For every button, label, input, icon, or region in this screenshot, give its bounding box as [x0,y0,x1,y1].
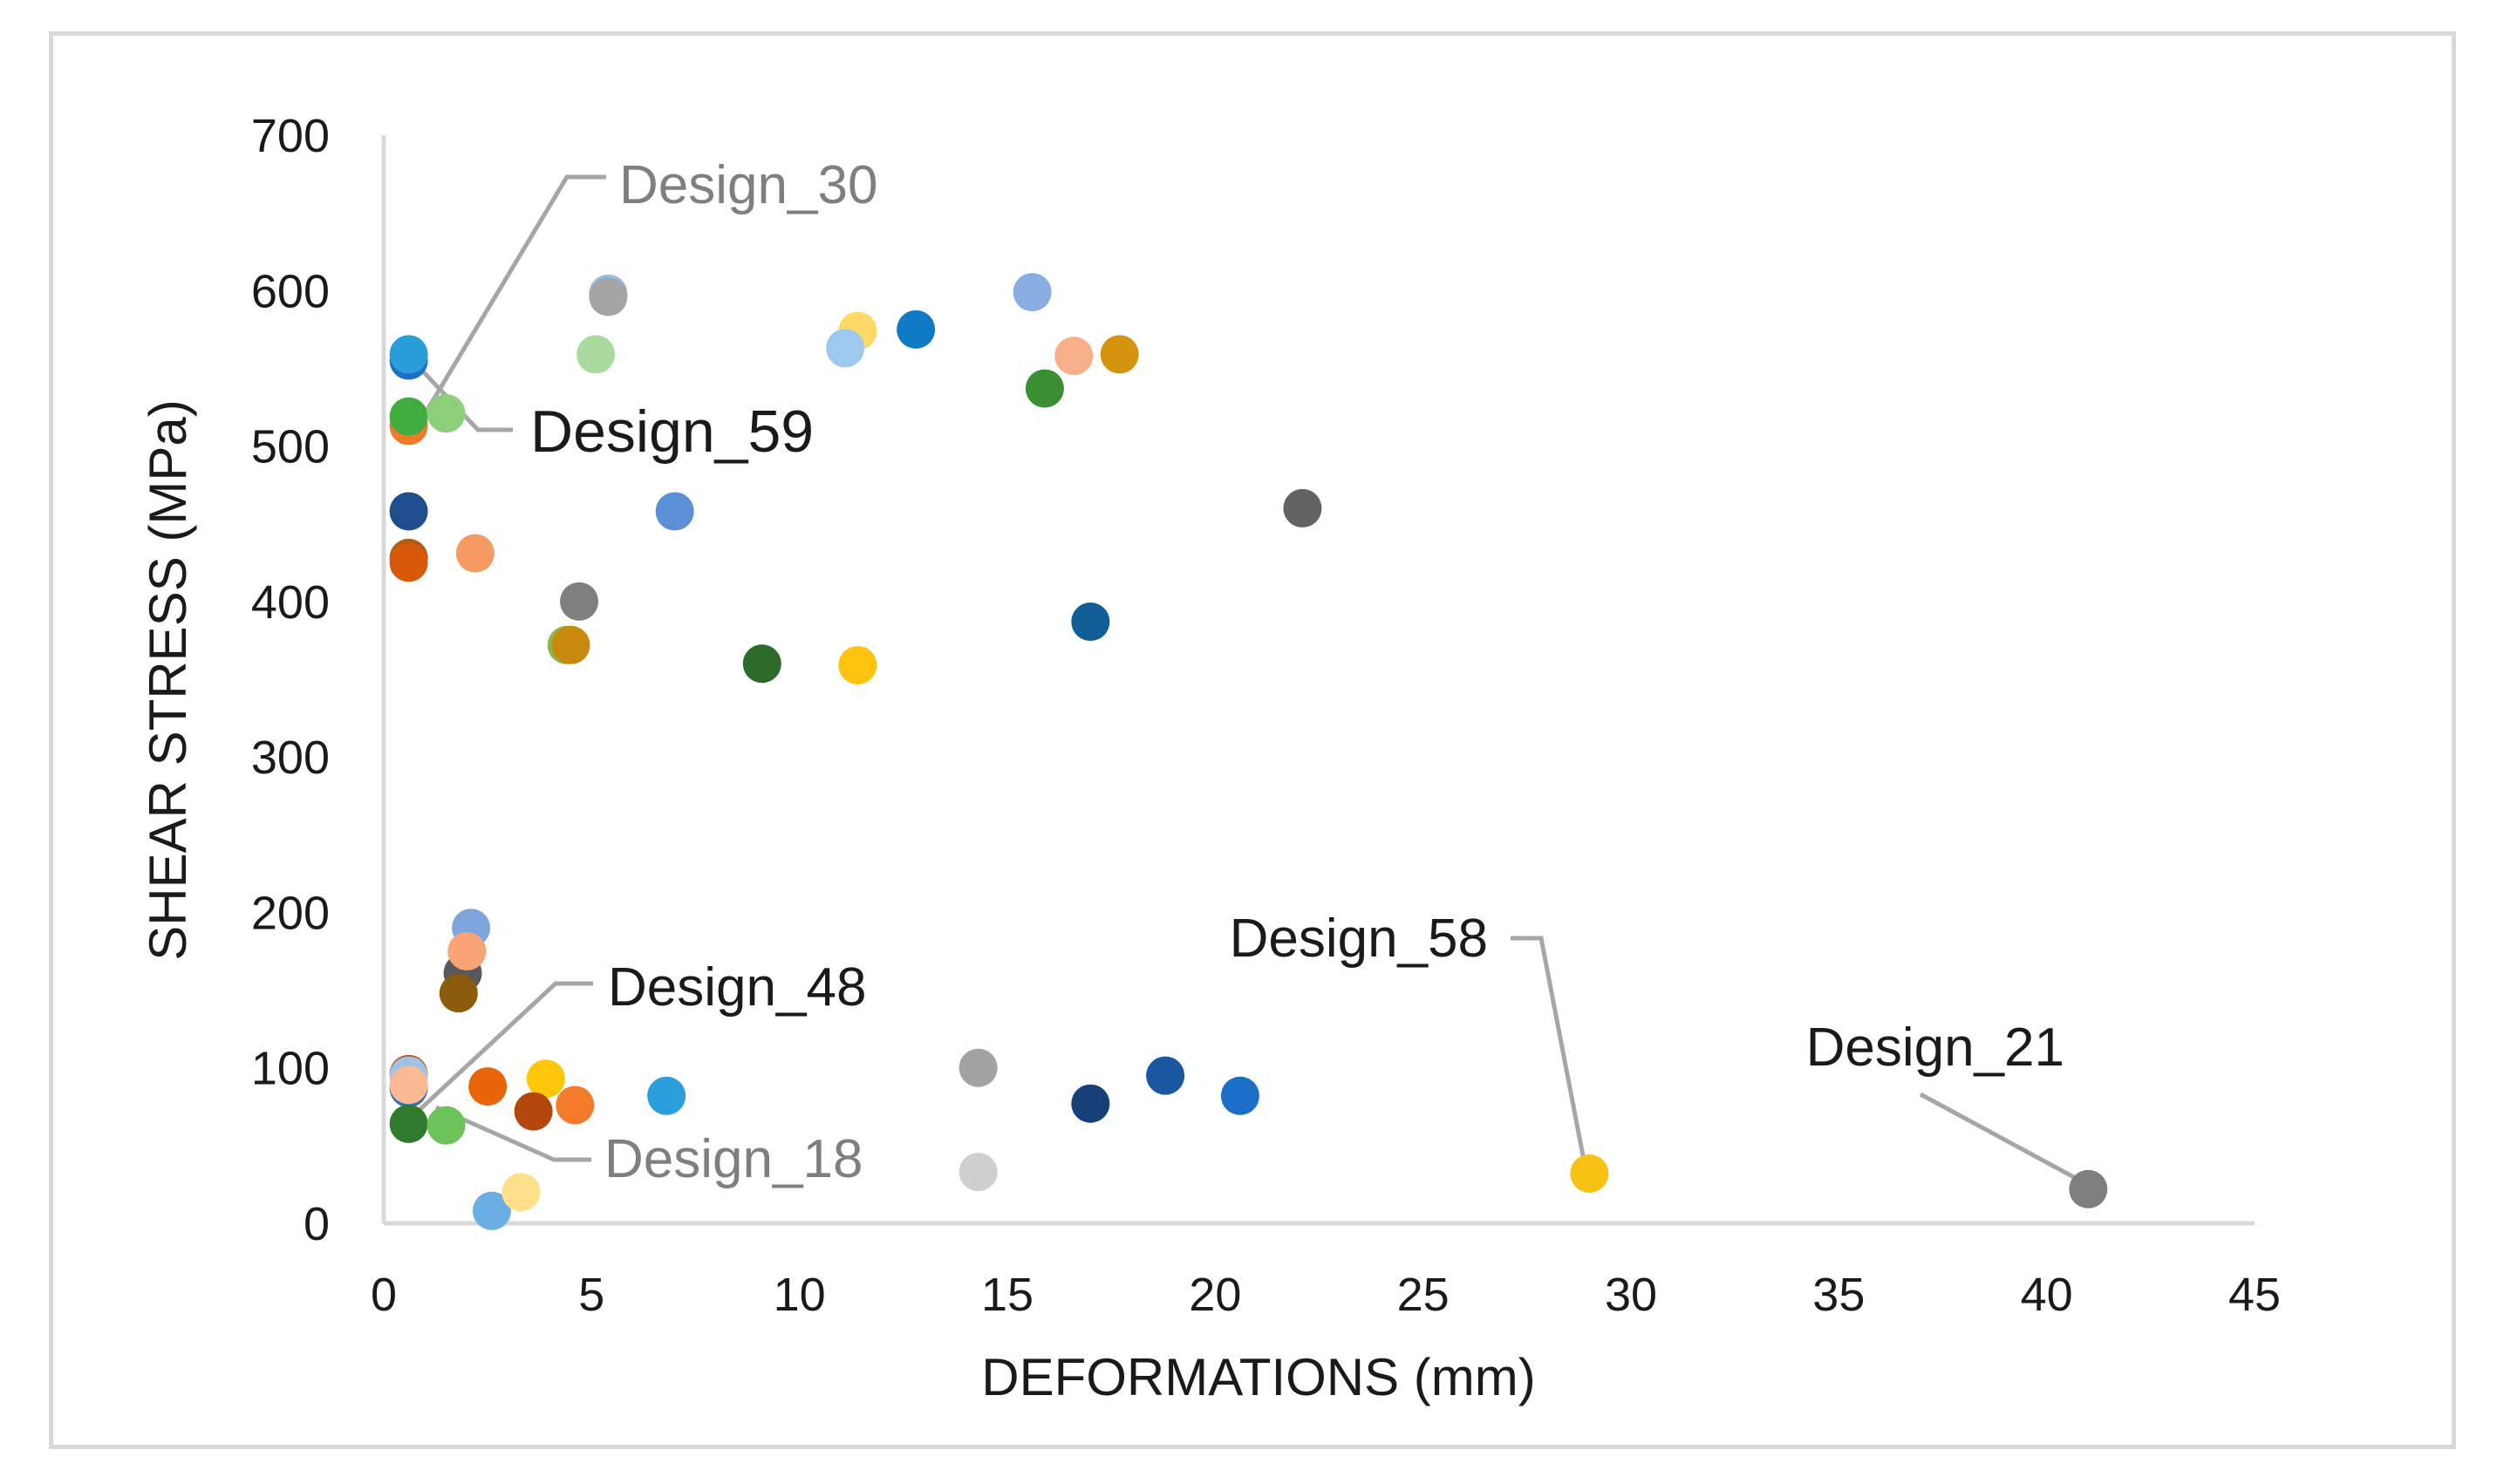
annotation-label: Design_59 [530,398,814,465]
data-point [576,335,616,374]
data-point [1100,335,1139,374]
x-tick-label: 5 [578,1269,604,1321]
data-point [1071,1084,1110,1123]
y-tick-label: 400 [251,576,330,629]
x-tick-label: 15 [981,1269,1034,1321]
data-point [514,1092,553,1131]
data-point [389,543,428,582]
data-point [1071,602,1110,642]
annotation-leader-line [434,1105,591,1162]
x-tick-label: 35 [1812,1269,1865,1321]
data-point [838,645,877,684]
chart-frame [49,31,2456,1449]
y-tick-label: 100 [251,1043,330,1095]
x-tick-labels: 0 5 10 15 20 25 30 35 40 45 [371,1269,2281,1321]
data-point [472,1191,511,1230]
data-point [1054,337,1094,376]
data-point [1220,1076,1259,1115]
y-tick-label: 200 [251,887,330,939]
annotation-leader-line [425,174,606,412]
data-point [647,1076,686,1115]
data-point [826,329,865,368]
x-tick-label: 40 [2021,1269,2073,1321]
data-point [526,1059,565,1099]
data-point [389,492,428,531]
annotation-leader-line [406,981,593,1122]
axes [381,135,2255,1226]
data-point [655,492,694,531]
y-tick-label: 500 [251,421,330,473]
data-point [897,310,936,349]
data-point [439,974,478,1013]
data-point [389,397,428,436]
annotation-leader-line [1919,1092,2084,1184]
data-point [1013,273,1052,312]
annotation-leader-line [1511,936,1587,1166]
data-point [1283,488,1322,528]
data-point [389,1065,428,1105]
data-points [389,273,2108,1230]
x-tick-label: 30 [1605,1269,1657,1321]
y-tick-label: 600 [251,265,330,317]
data-point [447,932,487,970]
x-tick-label: 25 [1397,1269,1450,1321]
annotation-label: Design_21 [1806,1018,2064,1078]
annotation-label: Design_58 [1230,909,1488,969]
data-point [426,1106,466,1145]
x-tick-label: 0 [371,1269,397,1321]
data-point [501,1173,541,1212]
data-point [1025,369,1064,408]
annotation-leader-line [408,356,513,432]
annotation-labels: Design_30 Design_59 Design_48 Design_18 Desi… [530,155,2064,1189]
y-tick-labels: 0 100 200 300 400 500 600 700 [251,110,330,1250]
y-axis-title: SHEAR STRESS (MPa) [139,399,197,960]
data-point [959,1048,998,1087]
data-point [468,1067,508,1106]
data-point [389,335,428,374]
y-tick-label: 300 [251,732,330,784]
annotation-leaders [406,174,2084,1184]
data-point [1570,1154,1609,1193]
x-tick-label: 45 [2228,1269,2281,1321]
data-point [1146,1056,1185,1095]
data-point [455,534,495,573]
annotation-label: Design_30 [619,155,877,215]
data-point [589,277,628,317]
data-point [389,1104,428,1143]
annotation-label: Design_48 [608,957,866,1018]
y-tick-label: 700 [251,110,330,162]
data-point [426,394,466,433]
x-tick-label: 10 [774,1269,826,1321]
data-point [2069,1169,2108,1208]
data-point [959,1153,998,1192]
data-point [560,582,599,621]
data-point [742,644,781,684]
x-axis-title: DEFORMATIONS (mm) [981,1348,1535,1406]
data-point [556,1086,595,1125]
data-point [551,625,590,664]
y-tick-label: 0 [304,1198,330,1250]
annotation-label: Design_18 [604,1129,863,1189]
x-tick-label: 20 [1189,1269,1241,1321]
